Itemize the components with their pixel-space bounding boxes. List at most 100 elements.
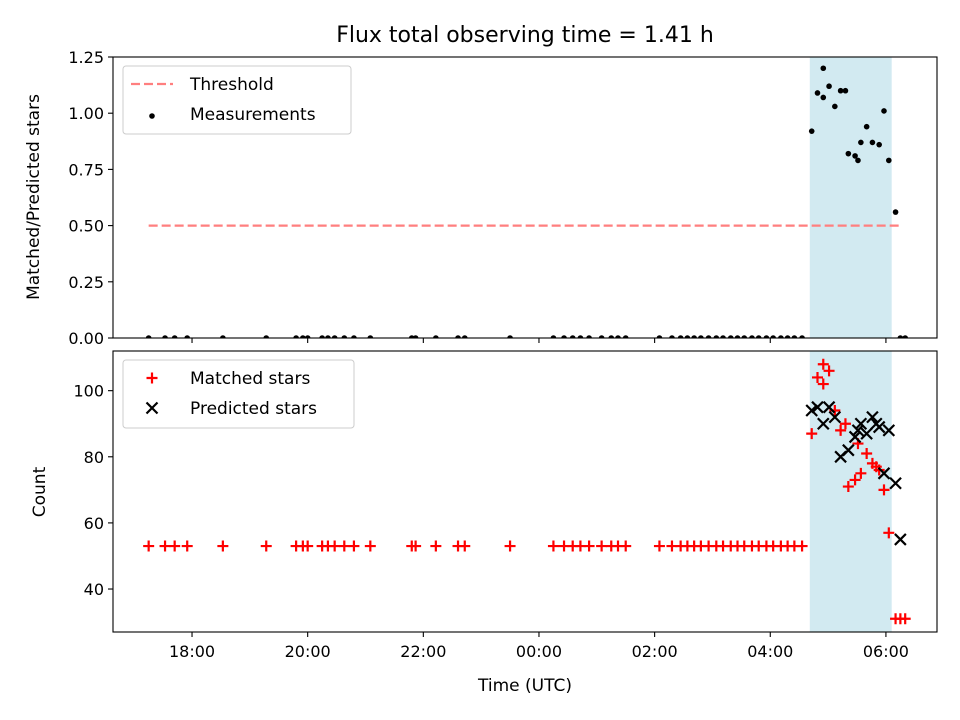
predicted-stars-marker — [817, 417, 830, 431]
matched-stars-marker — [842, 481, 854, 493]
measurements-point — [808, 128, 815, 134]
y-tick-label: 1.00 — [68, 104, 104, 123]
matched-stars-marker — [899, 613, 911, 625]
measurements-point — [741, 335, 748, 338]
series-marker — [839, 418, 851, 430]
matched-stars-marker — [159, 540, 171, 552]
measurements-point — [615, 335, 621, 338]
x-tick-label: 20:00 — [285, 642, 331, 661]
measurements-point — [669, 335, 675, 338]
y-tick-label: 100 — [73, 382, 104, 401]
series-marker — [870, 461, 882, 473]
legend-label-predicted-stars: Predicted stars — [190, 399, 317, 419]
measurements-point — [586, 335, 592, 338]
matched-stars-marker — [459, 540, 471, 552]
series-marker — [817, 358, 829, 370]
x-axis-label: Time (UTC) — [477, 676, 572, 696]
measurements-point — [300, 335, 306, 338]
legend-box — [122, 359, 355, 429]
measurements-point — [897, 335, 904, 338]
y-tick-label: 0.75 — [68, 160, 104, 179]
y-tick-label: 1.25 — [68, 48, 104, 67]
measurements-point — [507, 335, 513, 338]
matched-stars-marker — [855, 467, 867, 479]
measurements-point — [713, 335, 720, 338]
measurements-point — [770, 335, 776, 338]
matched-stars-marker — [302, 540, 314, 552]
series-marker — [851, 424, 865, 437]
measurements-point — [791, 335, 798, 338]
predicted-stars-marker — [860, 427, 873, 440]
measurements-point — [367, 335, 374, 338]
measurements-point — [331, 335, 338, 338]
bottom-panel: 40 60 80 100 18:00 20:00 22:00 00:00 02:00 04:00 0… — [73, 350, 938, 661]
measurements-point — [293, 335, 299, 338]
legend-box — [122, 65, 352, 135]
measurements-point — [304, 335, 311, 338]
predicted-stars-marker — [848, 430, 862, 444]
series-point — [855, 157, 861, 164]
measurements-point — [778, 335, 784, 338]
series-marker — [870, 417, 883, 431]
measurements-point — [145, 335, 152, 338]
predicted-stars-marker — [842, 443, 855, 457]
measurements-point — [433, 335, 439, 338]
matched-stars-marker — [796, 540, 808, 552]
predicted-stars-marker — [828, 410, 842, 424]
predicted-stars-marker — [805, 404, 818, 417]
matched-stars-marker — [583, 540, 595, 552]
matched-stars-marker — [217, 540, 229, 552]
y-tick-label: 0.00 — [68, 329, 104, 348]
matched-stars-marker — [806, 428, 818, 440]
series-point — [820, 65, 827, 72]
measurements-point — [727, 335, 734, 338]
predicted-stars-marker — [811, 400, 824, 414]
measurements-point — [755, 335, 762, 338]
matched-stars-marker — [338, 540, 350, 552]
matched-stars-marker — [181, 540, 193, 552]
measurements-point — [341, 335, 348, 338]
predicted-stars-marker — [866, 410, 879, 424]
legend-label-measurements: Measurements — [190, 105, 316, 125]
top-panel: 0.00 0.25 0.50 0.75 1.00 1.25 Threshold Measure… — [68, 48, 938, 348]
matched-stars-marker — [329, 540, 341, 552]
measurements-point — [171, 335, 178, 338]
matched-stars-marker — [596, 540, 608, 552]
top-y-axis-label: Matched/Predicted stars — [24, 94, 44, 300]
measurements-point — [220, 335, 226, 338]
observing-window-span — [809, 351, 892, 632]
measurements-point — [698, 335, 704, 338]
measurements-point — [784, 335, 791, 338]
chart-title: Flux total observing time = 1.41 h — [336, 23, 714, 48]
bottom-y-axis-label: Count — [30, 466, 50, 517]
measurements-point — [622, 335, 629, 338]
legend-label-threshold: Threshold — [189, 75, 274, 95]
matched-stars-marker — [547, 540, 559, 552]
measurements-point — [892, 209, 899, 215]
measurements-point — [598, 335, 605, 338]
y-tick-label: 0.25 — [68, 273, 104, 292]
matched-stars-marker — [817, 378, 829, 390]
measurements-point — [577, 335, 584, 338]
measurements-point — [734, 335, 741, 338]
measurements-point — [749, 335, 755, 338]
matched-stars-marker — [849, 474, 861, 486]
measurements-point — [684, 335, 691, 338]
predicted-stars-marker — [889, 476, 902, 490]
measurements-point — [569, 335, 576, 338]
measurements-point — [184, 335, 191, 338]
y-tick-label: 40 — [84, 580, 104, 599]
legend: Threshold Measurements — [122, 65, 352, 135]
matched-stars-marker — [410, 540, 422, 552]
measurements-point — [832, 103, 838, 110]
y-tick-label: 60 — [84, 514, 104, 533]
x-tick-label: 22:00 — [400, 642, 446, 661]
matched-stars-marker — [835, 424, 847, 436]
measurements-point — [852, 153, 858, 159]
measurements-point — [351, 335, 357, 338]
measurements-point — [608, 335, 615, 338]
x-tick-label: 04:00 — [747, 642, 793, 661]
legend-key-predicted-stars — [145, 401, 159, 415]
measurements-point — [691, 335, 697, 338]
